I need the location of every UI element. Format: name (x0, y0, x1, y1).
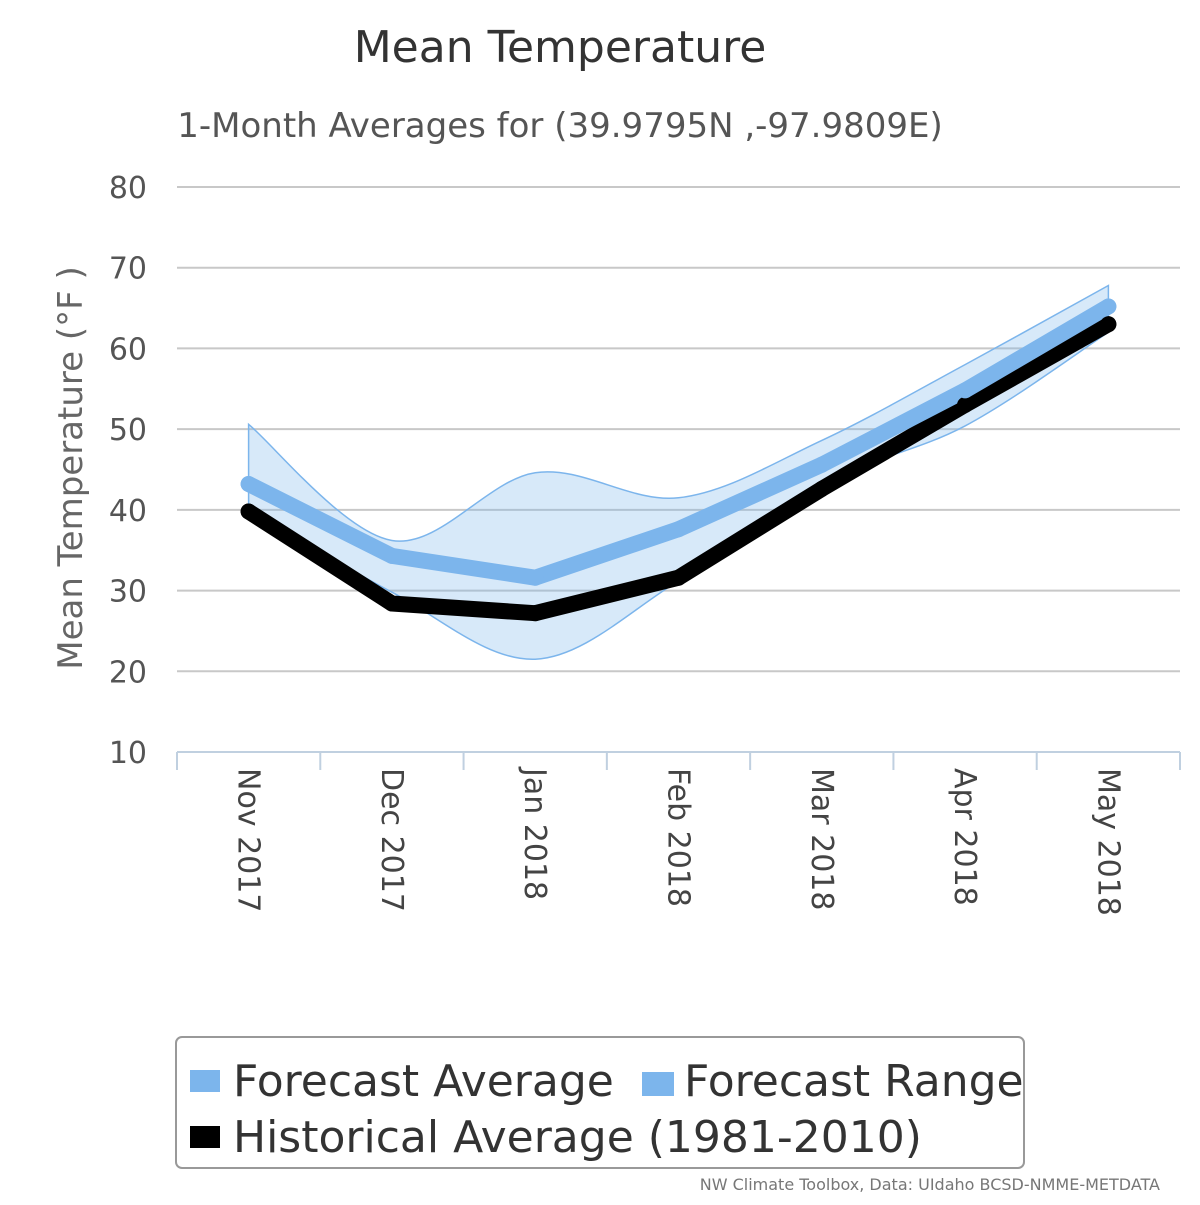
x-axis: Nov 2017 Dec 2017 Jan 2018 Feb 2018 Mar 2018… (176, 751, 1181, 916)
legend-label-historical-average: Historical Average (1981-2010) (233, 1112, 922, 1163)
legend-swatch-forecast-range (642, 1072, 674, 1096)
legend-item-forecast-range[interactable]: Forecast Range (642, 1056, 1024, 1107)
historical-average-point[interactable] (527, 605, 544, 622)
y-tick-label: 60 (109, 332, 147, 367)
forecast-average-point[interactable] (527, 569, 544, 586)
chart-title: Mean Temperature (354, 22, 767, 73)
chart-subtitle: 1-Month Averages for (39.9795N ,-97.9809… (177, 106, 943, 146)
forecast-average-point[interactable] (1100, 298, 1117, 315)
historical-average-point[interactable] (383, 595, 400, 612)
x-tick-label: Jan 2018 (517, 766, 552, 900)
x-tick-label: Feb 2018 (661, 768, 696, 907)
historical-average-point[interactable] (813, 480, 830, 497)
legend-swatch-historical-average (190, 1126, 220, 1148)
forecast-average-point[interactable] (813, 456, 830, 473)
historical-average-point[interactable] (957, 396, 974, 413)
legend-box (175, 1036, 1025, 1169)
y-tick-label: 20 (109, 655, 147, 690)
forecast-average-point[interactable] (383, 547, 400, 564)
series-layer (240, 284, 1117, 660)
y-tick-label: 40 (109, 494, 147, 529)
y-tick-label: 50 (109, 413, 147, 448)
x-tick-label: Dec 2017 (374, 768, 409, 912)
y-axis-label: Mean Temperature (°F ) (51, 266, 91, 670)
credits[interactable]: NW Climate Toolbox, Data: UIdaho BCSD-NM… (700, 1175, 1160, 1194)
y-axis-ticks: 10 20 30 40 50 60 70 80 (109, 171, 147, 771)
y-tick-label: 70 (109, 252, 147, 287)
historical-average-point[interactable] (1100, 316, 1117, 333)
forecast-average-point[interactable] (670, 521, 687, 538)
x-tick-label: Mar 2018 (804, 768, 839, 911)
y-tick-label: 80 (109, 171, 147, 206)
forecast-average-point[interactable] (240, 476, 257, 493)
forecast-average-point[interactable] (957, 382, 974, 399)
historical-average-point[interactable] (240, 503, 257, 520)
legend-label-forecast-average: Forecast Average (233, 1056, 614, 1107)
y-tick-label: 30 (109, 575, 147, 610)
legend-label-forecast-range: Forecast Range (684, 1056, 1024, 1107)
historical-average-point[interactable] (670, 569, 687, 586)
legend-item-historical-average[interactable]: Historical Average (1981-2010) (190, 1112, 922, 1163)
legend-item-forecast-average[interactable]: Forecast Average (190, 1056, 614, 1107)
y-tick-label: 10 (109, 736, 147, 771)
x-tick-label: Nov 2017 (231, 768, 266, 912)
x-tick-label: May 2018 (1090, 768, 1125, 916)
legend-swatch-forecast-average (190, 1070, 220, 1092)
gridlines (177, 186, 1180, 673)
x-tick-label: Apr 2018 (947, 768, 982, 906)
